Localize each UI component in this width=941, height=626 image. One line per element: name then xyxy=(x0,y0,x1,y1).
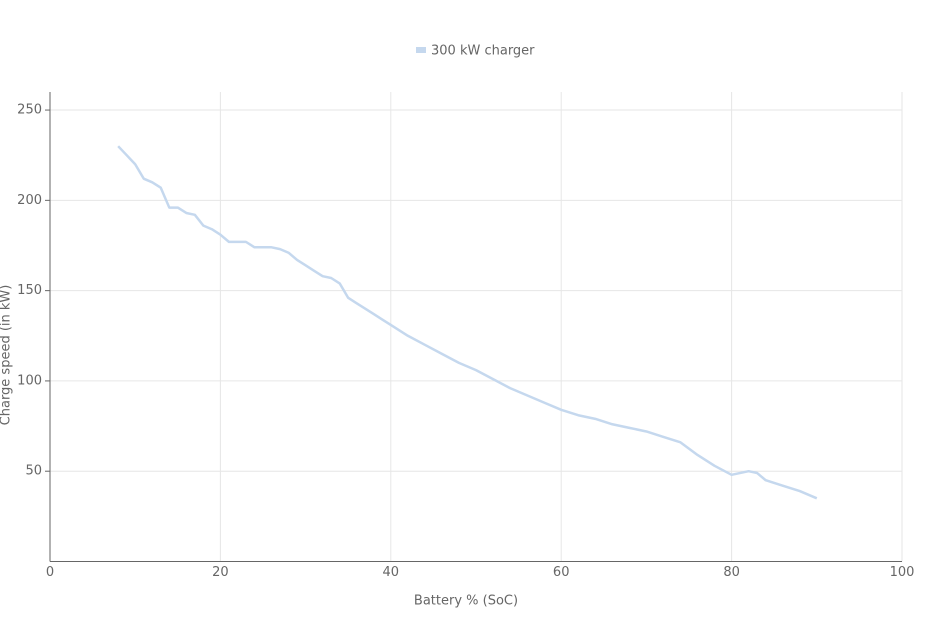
y-tick-label: 100 xyxy=(17,373,42,388)
x-tick-label: 60 xyxy=(553,565,570,580)
y-tick-label: 150 xyxy=(17,283,42,298)
legend-label: 300 kW charger xyxy=(431,44,535,59)
y-tick-label: 50 xyxy=(25,464,42,479)
x-tick-label: 80 xyxy=(723,565,740,580)
x-tick-label: 100 xyxy=(890,565,915,580)
y-tick-label: 250 xyxy=(17,103,42,118)
y-axis-label: Charge speed (in kW) xyxy=(0,285,14,426)
x-tick-label: 20 xyxy=(212,565,229,580)
x-tick-label: 40 xyxy=(383,565,400,580)
y-tick-label: 200 xyxy=(17,193,42,208)
x-axis-label: Battery % (SoC) xyxy=(414,594,518,609)
legend-swatch xyxy=(416,47,426,53)
data-line xyxy=(117,145,818,500)
x-tick-label: 0 xyxy=(46,565,54,580)
